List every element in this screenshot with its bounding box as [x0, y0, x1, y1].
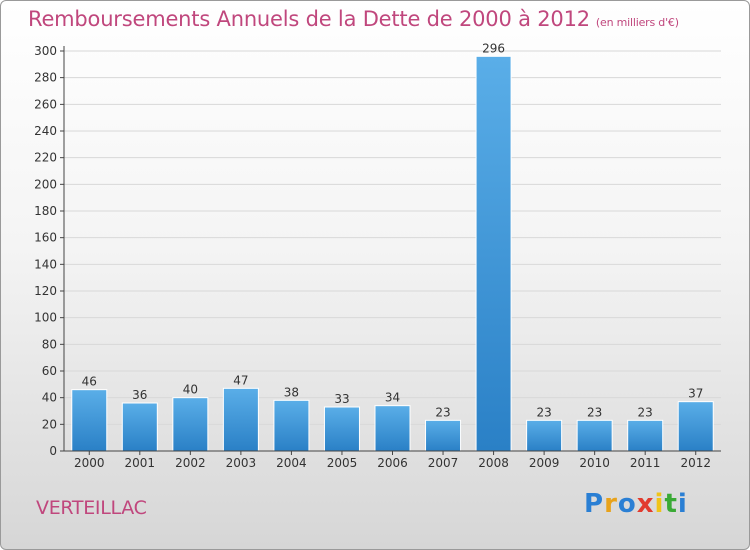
bar	[475, 55, 512, 452]
x-tick-label: 2011	[630, 456, 661, 470]
y-axis-ticks: 0 20 40 60 80 100 120 140 160 180 200 220 240 260 280 3…	[34, 44, 64, 458]
y-tick-label: 100	[34, 311, 57, 325]
x-tick-label: 2005	[327, 456, 358, 470]
y-tick-label: 220	[34, 151, 57, 165]
y-tick-label: 80	[42, 337, 57, 351]
y-tick-label: 160	[34, 231, 57, 245]
data-label: 40	[183, 383, 198, 397]
data-labels: 46 36 40 47 38 33 34 23 296 23 23 23 37	[82, 41, 704, 419]
y-tick-label: 60	[42, 364, 57, 378]
bar	[172, 397, 209, 452]
data-label: 34	[385, 391, 400, 405]
y-tick-label: 120	[34, 284, 57, 298]
bar	[677, 401, 714, 452]
y-tick-label: 20	[42, 417, 57, 431]
data-label: 33	[334, 392, 349, 406]
data-label: 23	[536, 405, 551, 419]
commune-name: VERTEILLAC	[36, 497, 147, 519]
x-axis-ticks: 2000 2001 2002 2003 2004 2005 2006 2007 2008 2009…	[74, 451, 711, 470]
data-label: 23	[638, 405, 653, 419]
bar	[222, 387, 259, 452]
y-tick-label: 300	[34, 44, 57, 58]
y-tick-label: 200	[34, 177, 57, 191]
bar	[273, 399, 310, 452]
data-label: 296	[482, 41, 505, 55]
data-label: 23	[587, 405, 602, 419]
bar	[576, 419, 613, 452]
axes	[63, 46, 721, 452]
bar	[526, 419, 563, 452]
x-tick-label: 2010	[579, 456, 610, 470]
x-tick-label: 2009	[529, 456, 560, 470]
data-label: 38	[284, 385, 299, 399]
bar	[71, 389, 108, 452]
logo-letter: i	[654, 489, 665, 519]
bar	[323, 406, 360, 452]
chart-title: Remboursements Annuels de la Dette de 20…	[28, 7, 679, 31]
x-tick-label: 2007	[428, 456, 459, 470]
x-tick-label: 2008	[478, 456, 509, 470]
bar	[627, 419, 664, 452]
y-tick-label: 260	[34, 97, 57, 111]
x-tick-label: 2004	[276, 456, 307, 470]
bar	[121, 402, 158, 452]
y-tick-label: 240	[34, 124, 57, 138]
bar	[374, 405, 411, 452]
data-label: 47	[233, 373, 248, 387]
proxiti-logo: Proxiti	[584, 489, 688, 519]
y-tick-label: 140	[34, 257, 57, 271]
data-label: 37	[688, 387, 703, 401]
logo-letter: i	[677, 489, 688, 519]
chart-unit: (en milliers d'€)	[595, 16, 679, 29]
logo-letter: P	[584, 489, 605, 519]
data-label: 23	[435, 405, 450, 419]
logo-letter: o	[617, 489, 637, 519]
logo-letter: t	[664, 489, 678, 519]
x-tick-label: 2003	[226, 456, 257, 470]
x-tick-label: 2000	[74, 456, 105, 470]
x-tick-label: 2012	[680, 456, 711, 470]
y-tick-label: 0	[49, 444, 57, 458]
bars	[71, 55, 714, 452]
x-tick-label: 2006	[377, 456, 408, 470]
chart-title-text: Remboursements Annuels de la Dette de 20…	[28, 7, 590, 31]
x-tick-label: 2001	[125, 456, 156, 470]
x-tick-label: 2002	[175, 456, 206, 470]
y-tick-label: 280	[34, 71, 57, 85]
y-tick-label: 40	[42, 391, 57, 405]
logo-letter: x	[636, 489, 655, 519]
data-label: 46	[82, 375, 97, 389]
bar	[425, 419, 462, 452]
data-label: 36	[132, 388, 147, 402]
logo-letter: r	[604, 489, 618, 519]
y-tick-label: 180	[34, 204, 57, 218]
